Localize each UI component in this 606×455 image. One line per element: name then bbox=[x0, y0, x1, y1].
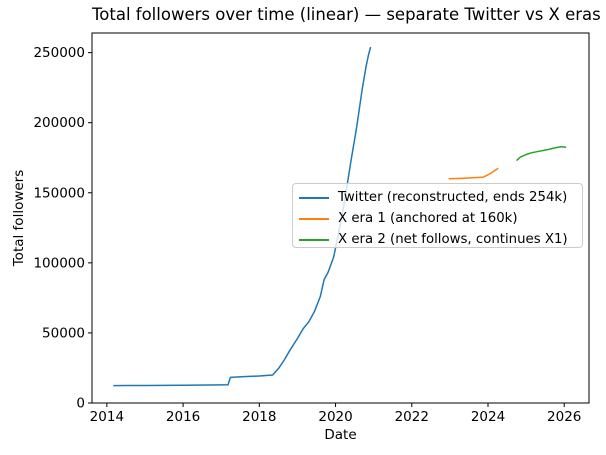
legend-label-x-era-1: X era 1 (anchored at 160k) bbox=[338, 211, 518, 226]
x-era-1-line-swatch bbox=[299, 217, 329, 220]
legend-item-x-era-2: X era 2 (net follows, continues X1) bbox=[299, 229, 576, 250]
twitter-line-swatch bbox=[299, 196, 329, 199]
svg-text:2022: 2022 bbox=[395, 409, 429, 425]
svg-text:200000: 200000 bbox=[33, 115, 85, 131]
svg-text:2014: 2014 bbox=[90, 409, 124, 425]
svg-text:2016: 2016 bbox=[166, 409, 200, 425]
svg-text:0: 0 bbox=[76, 396, 85, 412]
legend: Twitter (reconstructed, ends 254k) X era… bbox=[292, 183, 583, 248]
svg-text:150000: 150000 bbox=[33, 185, 85, 201]
svg-text:100000: 100000 bbox=[33, 255, 85, 271]
x-axis-label: Date bbox=[324, 427, 357, 443]
svg-text:50000: 50000 bbox=[42, 325, 85, 341]
legend-item-x-era-1: X era 1 (anchored at 160k) bbox=[299, 208, 576, 229]
y-axis-label: Total followers bbox=[11, 169, 27, 267]
x-era-2-line-swatch bbox=[299, 238, 329, 241]
svg-text:250000: 250000 bbox=[33, 45, 85, 61]
legend-label-twitter: Twitter (reconstructed, ends 254k) bbox=[338, 190, 568, 205]
svg-text:2026: 2026 bbox=[547, 409, 581, 425]
chart-title: Total followers over time (linear) — sep… bbox=[92, 5, 601, 24]
svg-text:2018: 2018 bbox=[242, 409, 276, 425]
legend-item-twitter: Twitter (reconstructed, ends 254k) bbox=[299, 187, 576, 208]
legend-label-x-era-2: X era 2 (net follows, continues X1) bbox=[338, 232, 568, 247]
svg-text:2020: 2020 bbox=[318, 409, 352, 425]
svg-text:2024: 2024 bbox=[471, 409, 505, 425]
